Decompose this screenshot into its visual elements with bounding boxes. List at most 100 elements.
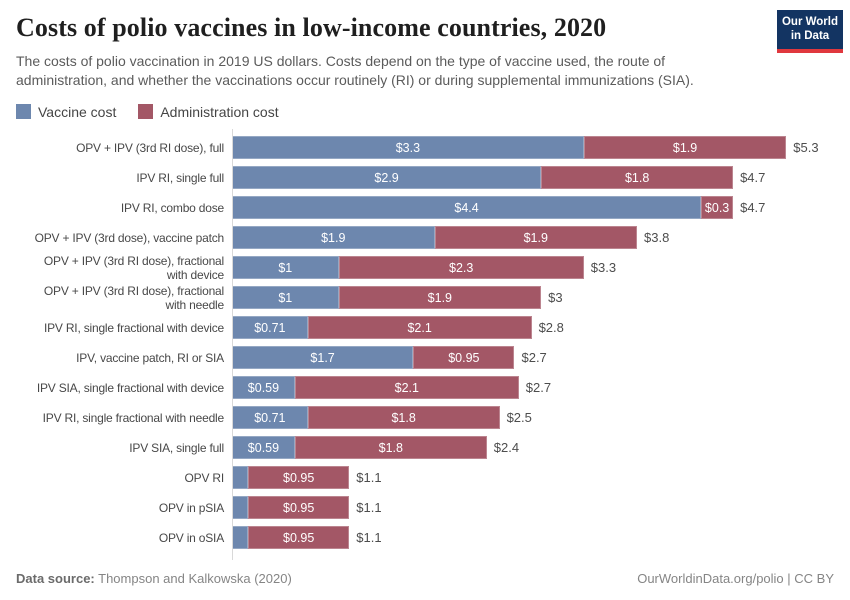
administration-cost-bar[interactable]: $0.95 [248, 496, 350, 520]
chart-row: IPV RI, single fractional with needle $0.… [0, 403, 850, 433]
vaccine-cost-bar[interactable] [232, 526, 248, 550]
administration-cost-bar[interactable]: $0.95 [248, 526, 350, 550]
vaccine-cost-bar[interactable] [232, 496, 248, 520]
bar-stack: $0.95 $1.1 [232, 526, 382, 550]
category-label: OPV in pSIA [158, 500, 224, 515]
bar-value-label: $0.95 [283, 500, 315, 515]
category-label: IPV SIA, single fractional with device [36, 380, 224, 395]
legend-item-vaccine-cost[interactable]: Vaccine cost [16, 104, 116, 120]
vaccine-cost-bar[interactable]: $1 [232, 256, 339, 280]
data-source-label: Data source: [16, 571, 95, 586]
owid-url-license[interactable]: OurWorldinData.org/polio | CC BY [637, 571, 834, 586]
owid-logo-line2: in Data [790, 29, 830, 42]
total-value-label: $1.1 [356, 500, 382, 516]
chart-row: OPV + IPV (3rd RI dose), fractional with… [0, 253, 850, 283]
category-label: IPV RI, combo dose [120, 200, 224, 215]
bar-stack: $3.3 $1.9 $5.3 [232, 136, 819, 160]
bar-value-label: $0.71 [254, 410, 286, 425]
bar-stack: $1 $2.3 $3.3 [232, 256, 616, 280]
category-label: OPV + IPV (3rd dose), vaccine patch [34, 230, 225, 245]
category-label: OPV + IPV (3rd RI dose), full [76, 140, 224, 155]
legend-item-administration-cost[interactable]: Administration cost [138, 103, 279, 120]
data-source-value: Thompson and Kalkowska (2020) [94, 571, 292, 586]
category-label: OPV in oSIA [158, 530, 224, 545]
chart-row: OPV + IPV (3rd RI dose), full $3.3 $1.9 $5.… [0, 133, 850, 163]
administration-cost-bar[interactable]: $0.95 [248, 466, 350, 490]
bar-value-label: $2.9 [374, 170, 399, 185]
category-label: OPV + IPV (3rd RI dose), fractional with… [43, 283, 224, 312]
bar-value-label: $0.3 [704, 200, 730, 215]
bar-value-label: $1.7 [310, 350, 335, 365]
bar-value-label: $0.95 [283, 470, 315, 485]
chart-row: OPV in pSIA $0.95 $1.1 [0, 493, 850, 523]
vaccine-cost-bar[interactable]: $0.71 [232, 406, 308, 430]
bar-value-label: $0.59 [247, 380, 280, 395]
vaccine-cost-bar[interactable]: $0.71 [232, 316, 308, 340]
vaccine-cost-bar[interactable]: $0.59 [232, 376, 295, 400]
total-value-label: $4.7 [740, 170, 766, 186]
legend-label: Vaccine cost [38, 103, 117, 120]
total-value-label: $2.5 [506, 410, 532, 426]
bar-value-label: $1.9 [427, 290, 453, 305]
bar-stack: $0.71 $1.8 $2.5 [232, 406, 532, 430]
bar-stack: $0.95 $1.1 [232, 466, 382, 490]
chart-footer: Data source: Thompson and Kalkowska (202… [16, 571, 834, 586]
vaccine-cost-bar[interactable]: $1.7 [232, 346, 414, 370]
bar-value-label: $0.59 [247, 440, 280, 455]
bar-stack: $4.4 $0.3 $4.7 [232, 196, 765, 220]
vaccine-cost-bar[interactable] [232, 466, 248, 490]
chart-row: OPV in oSIA $0.95 $1.1 [0, 523, 850, 553]
administration-cost-bar[interactable]: $0.3 [701, 196, 734, 220]
total-value-label: $2.7 [525, 380, 552, 396]
chart-row: IPV RI, single fractional with device $0.… [0, 313, 850, 343]
vaccine-cost-bar[interactable]: $1.9 [232, 226, 435, 250]
bar-stack: $0.59 $2.1 $2.7 [232, 376, 552, 400]
category-label: OPV + IPV (3rd RI dose), fractional with… [43, 253, 224, 282]
bar-value-label: $2.3 [449, 260, 474, 275]
vaccine-cost-bar[interactable]: $3.3 [232, 136, 584, 160]
vaccine-cost-bar[interactable]: $0.59 [232, 436, 295, 460]
total-value-label: $1.1 [356, 470, 382, 486]
vaccine-cost-bar[interactable]: $1 [232, 286, 339, 310]
administration-cost-bar[interactable]: $1.9 [434, 226, 637, 250]
owid-logo-line1: Our World [781, 15, 838, 28]
category-label: IPV, vaccine patch, RI or SIA [76, 350, 224, 365]
bar-stack: $1.7 $0.95 $2.7 [232, 346, 547, 370]
bar-value-label: $0.95 [283, 530, 315, 545]
administration-cost-bar[interactable]: $2.1 [294, 376, 519, 400]
chart-subtitle: The costs of polio vaccination in 2019 U… [16, 53, 694, 89]
bar-stack: $0.95 $1.1 [232, 496, 382, 520]
administration-cost-bar[interactable]: $1.8 [541, 166, 734, 190]
legend: Vaccine cost Administration cost [16, 104, 834, 120]
owid-logo: Our World in Data [777, 10, 843, 53]
administration-cost-bar[interactable]: $1.9 [338, 286, 542, 310]
data-source-note: Data source: Thompson and Kalkowska (202… [16, 571, 292, 586]
chart-row: IPV SIA, single full $0.59 $1.8 $2.4 [0, 433, 850, 463]
category-label: IPV RI, single fractional with device [43, 320, 224, 335]
total-value-label: $2.8 [538, 320, 564, 336]
bar-value-label: $4.4 [454, 200, 479, 215]
total-value-label: $5.3 [793, 140, 819, 156]
total-value-label: $3 [548, 290, 563, 306]
chart-row: OPV + IPV (3rd RI dose), fractional with… [0, 283, 850, 313]
vaccine-cost-bar[interactable]: $2.9 [232, 166, 542, 190]
category-label: IPV RI, single full [136, 170, 224, 185]
total-value-label: $2.4 [493, 440, 520, 456]
chart-row: OPV RI $0.95 $1.1 [0, 463, 850, 493]
bar-value-label: $1.9 [321, 230, 346, 245]
administration-cost-bar[interactable]: $1.8 [307, 406, 500, 430]
administration-cost-bar[interactable]: $2.1 [307, 316, 532, 340]
administration-cost-bar[interactable]: $1.9 [583, 136, 787, 160]
bar-value-label: $1.8 [624, 170, 650, 185]
chart-row: IPV RI, combo dose $4.4 $0.3 $4.7 [0, 193, 850, 223]
administration-cost-bar[interactable]: $2.3 [338, 256, 584, 280]
bar-stack: $0.59 $1.8 $2.4 [232, 436, 520, 460]
administration-cost-bar[interactable]: $1.8 [294, 436, 487, 460]
bar-value-label: $1 [278, 290, 293, 305]
vaccine-cost-bar[interactable]: $4.4 [232, 196, 702, 220]
legend-label: Administration cost [160, 103, 279, 120]
administration-cost-bar[interactable]: $0.95 [413, 346, 515, 370]
bar-value-label: $1 [278, 260, 293, 275]
bar-value-label: $2.1 [394, 380, 419, 395]
